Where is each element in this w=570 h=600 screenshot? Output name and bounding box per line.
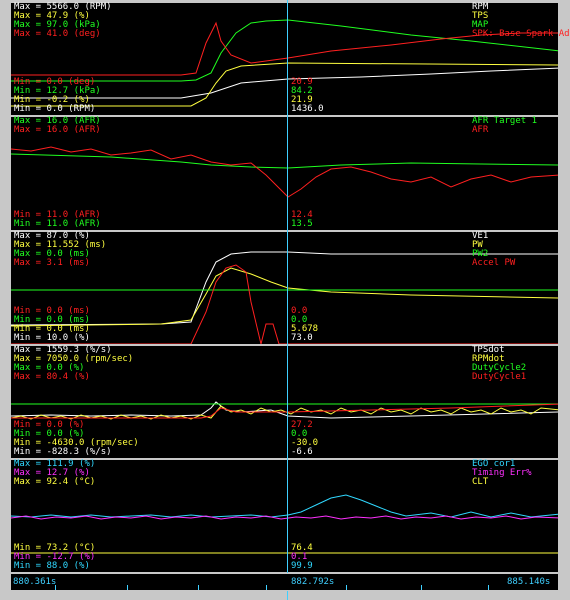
max-label: Max = 5566.0 (RPM) [14, 2, 112, 12]
min-label: Min = 73.2 (°C) [14, 543, 96, 553]
panel-4-plot [11, 401, 558, 420]
cursor-value: 0.1 [291, 552, 308, 562]
timeline-tick [55, 585, 56, 590]
max-label: Max = 7050.0 (rpm/sec) [14, 354, 134, 364]
max-label: Max = 0.0 (ms) [14, 249, 90, 259]
timeline-tick [127, 585, 128, 590]
min-label: Min = 0.0 (ms) [14, 315, 90, 325]
min-label: Min = -12.7 (%) [14, 552, 96, 562]
min-label: Min = 0.0 (deg) [14, 77, 96, 87]
graph-panel-ego[interactable] [10, 459, 559, 573]
graph-panel-afr[interactable] [10, 116, 559, 231]
min-label: Min = 0.0 (%) [14, 429, 85, 439]
cursor-value: 13.5 [291, 219, 313, 229]
min-label: Min = 10.0 (%) [14, 333, 90, 343]
series-name-label: RPM [472, 2, 489, 12]
cursor-value: 0.0 [291, 315, 308, 325]
cursor-value: 99.9 [291, 561, 313, 571]
cursor-value: 84.2 [291, 86, 313, 96]
min-label: Min = 0.0 (RPM) [14, 104, 96, 114]
series-name-label: RPMdot [472, 354, 505, 364]
cursor-value: -30.0 [291, 438, 319, 448]
series-name-label: TPS [472, 11, 489, 21]
timeline-scrollbar[interactable]: 880.361s 882.792s 885.140s [10, 573, 559, 591]
graph-panel-fuel[interactable] [10, 231, 559, 345]
cursor-value: 20.9 [291, 77, 313, 87]
timeline-tick [488, 585, 489, 590]
min-label: Min = 88.0 (%) [14, 561, 90, 571]
max-label: Max = 80.4 (%) [14, 372, 90, 382]
panel-1-plot [11, 19, 558, 107]
graph-panel-rates[interactable] [10, 345, 559, 459]
max-label: Max = 11.552 (ms) [14, 240, 107, 250]
timeline-end-time: 885.140s [507, 577, 551, 587]
cursor-value: 0.0 [291, 306, 308, 316]
max-label: Max = 16.0 (AFR) [14, 116, 101, 126]
min-label: Min = 0.0 (ms) [14, 324, 90, 334]
series-name-label: CLT [472, 477, 489, 487]
max-label: Max = 97.0 (kPa) [14, 20, 101, 30]
panel-2-plot [11, 146, 558, 198]
max-label: Max = 0.0 (%) [14, 363, 85, 373]
panel-5-plot [11, 494, 558, 554]
cursor-value: 5.678 [291, 324, 319, 334]
timeline-tick [266, 585, 267, 590]
max-label: Max = 16.0 (AFR) [14, 125, 101, 135]
max-label: Max = 12.7 (%) [14, 468, 90, 478]
graph-panel-engine[interactable] [10, 2, 559, 116]
timeline-start-time: 880.361s [13, 577, 57, 587]
max-label: Max = 87.0 (%) [14, 231, 90, 241]
min-label: Min = -0.2 (%) [14, 95, 90, 105]
timeline-tick [198, 585, 199, 590]
max-label: Max = 47.9 (%) [14, 11, 90, 21]
min-label: Min = -828.3 (%/s) [14, 447, 112, 457]
series-name-label: AFR [472, 125, 489, 135]
series-name-label: PW [472, 240, 483, 250]
timeline-tick [346, 585, 347, 590]
max-label: Max = 1559.3 (%/s) [14, 345, 112, 355]
min-label: Min = 0.0 (%) [14, 420, 85, 430]
series-name-label: DutyCycle2 [472, 363, 527, 373]
min-label: Min = 0.0 (ms) [14, 306, 90, 316]
panel-3-plot [11, 251, 558, 344]
cursor-value: -6.6 [291, 447, 313, 457]
cursor-value: 76.4 [291, 543, 313, 553]
cursor-value: 0.0 [291, 429, 308, 439]
series-name-label: SPK: Base Spark Advance [472, 29, 570, 39]
series-name-label: Timing Err% [472, 468, 532, 478]
min-label: Min = 11.0 (AFR) [14, 210, 101, 220]
time-cursor-line[interactable] [287, 0, 288, 600]
timeline-tick [421, 585, 422, 590]
cursor-value: 27.2 [291, 420, 313, 430]
series-name-label: EGO cor1 [472, 459, 516, 469]
series-name-label: DutyCycle1 [472, 372, 527, 382]
max-label: Max = 3.1 (ms) [14, 258, 90, 268]
cursor-value: 73.0 [291, 333, 313, 343]
series-name-label: TPSdot [472, 345, 505, 355]
min-label: Min = 12.7 (kPa) [14, 86, 101, 96]
series-name-label: MAP [472, 20, 489, 30]
min-label: Min = -4630.0 (rpm/sec) [14, 438, 139, 448]
timeline-cursor-time: 882.792s [291, 577, 335, 587]
series-name-label: PW2 [472, 249, 489, 259]
cursor-value: 1436.0 [291, 104, 324, 114]
series-name-label: Accel PW [472, 258, 516, 268]
series-name-label: AFR Target 1 [472, 116, 538, 126]
max-label: Max = 111.9 (%) [14, 459, 96, 469]
max-label: Max = 41.0 (deg) [14, 29, 101, 39]
max-label: Max = 92.4 (°C) [14, 477, 96, 487]
cursor-value: 21.9 [291, 95, 313, 105]
series-name-label: VE1 [472, 231, 489, 241]
min-label: Min = 11.0 (AFR) [14, 219, 101, 229]
cursor-value: 12.4 [291, 210, 313, 220]
